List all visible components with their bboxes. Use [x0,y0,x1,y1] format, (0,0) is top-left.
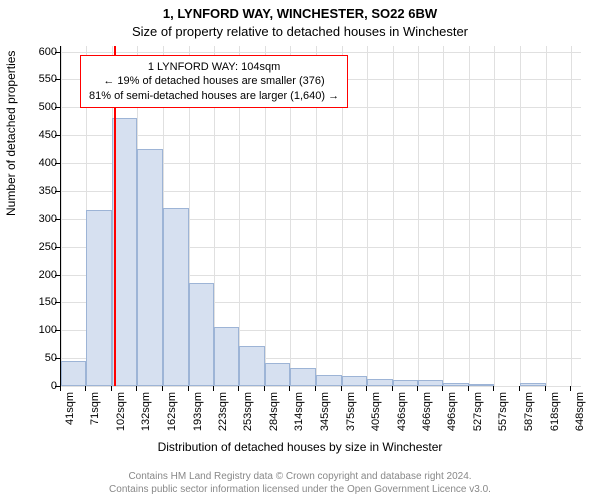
histogram-bar [239,346,265,386]
y-tick-label: 550 [17,73,57,85]
x-tick-mark [493,386,494,391]
y-tick-label: 150 [17,296,57,308]
grid-line-h [61,386,581,387]
grid-line-v [571,46,572,386]
histogram-bar [163,208,189,386]
histogram-bar [469,384,494,386]
grid-line-v [494,46,495,386]
x-tick-label: 405sqm [370,392,382,442]
x-tick-mark [213,386,214,391]
chart-title-desc: Size of property relative to detached ho… [0,24,600,39]
histogram-bar [265,363,290,386]
x-tick-mark [264,386,265,391]
x-tick-label: 253sqm [242,392,254,442]
histogram-bar [393,380,418,386]
y-tick-label: 350 [17,185,57,197]
y-tick-label: 600 [17,46,57,58]
grid-line-h [61,52,581,53]
footer-line2: Contains public sector information licen… [0,483,600,496]
x-tick-mark [60,386,61,391]
x-tick-label: 375sqm [345,392,357,442]
x-tick-mark [468,386,469,391]
x-tick-mark [315,386,316,391]
y-axis-label: Number of detached properties [4,51,18,216]
grid-line-v [367,46,368,386]
histogram-bar [61,361,86,386]
histogram-bar [214,327,239,386]
y-tick-label: 300 [17,213,57,225]
chart-footer: Contains HM Land Registry data © Crown c… [0,470,600,496]
x-tick-mark [289,386,290,391]
grid-line-v [393,46,394,386]
x-tick-mark [85,386,86,391]
grid-line-v [443,46,444,386]
y-tick-label: 450 [17,129,57,141]
histogram-bar [189,283,214,386]
x-tick-label: 345sqm [319,392,331,442]
x-tick-mark [519,386,520,391]
histogram-bar [290,368,316,386]
x-tick-label: 527sqm [472,392,484,442]
grid-line-v [418,46,419,386]
y-tick-label: 400 [17,157,57,169]
histogram-bar [443,383,469,386]
y-tick-label: 200 [17,269,57,281]
x-tick-label: 162sqm [166,392,178,442]
x-tick-label: 193sqm [192,392,204,442]
callout-line3: 81% of semi-detached houses are larger (… [89,89,339,103]
histogram-bar [418,380,443,386]
x-tick-label: 284sqm [268,392,280,442]
x-tick-label: 587sqm [523,392,535,442]
grid-line-v [546,46,547,386]
x-tick-mark [442,386,443,391]
histogram-bar [86,210,112,386]
x-tick-label: 557sqm [497,392,509,442]
x-tick-label: 648sqm [574,392,586,442]
grid-line-v [469,46,470,386]
x-tick-mark [238,386,239,391]
x-tick-mark [136,386,137,391]
x-tick-label: 102sqm [115,392,127,442]
histogram-bar [367,379,393,386]
y-tick-label: 100 [17,324,57,336]
histogram-bar [137,149,162,386]
histogram-bar [342,376,367,386]
y-tick-label: 500 [17,101,57,113]
grid-line-v [520,46,521,386]
y-tick-label: 0 [17,380,57,392]
grid-line-v [61,46,62,386]
x-tick-mark [570,386,571,391]
x-tick-label: 436sqm [396,392,408,442]
y-tick-label: 50 [17,352,57,364]
histogram-bar [520,383,546,386]
x-tick-mark [111,386,112,391]
x-tick-mark [162,386,163,391]
x-axis-label: Distribution of detached houses by size … [0,440,600,454]
x-tick-label: 41sqm [64,392,76,442]
grid-line-h [61,135,581,136]
callout-line2: ← 19% of detached houses are smaller (37… [89,74,339,88]
x-tick-mark [188,386,189,391]
x-tick-mark [341,386,342,391]
y-tick-label: 250 [17,241,57,253]
x-tick-mark [366,386,367,391]
x-tick-label: 314sqm [293,392,305,442]
x-tick-label: 71sqm [89,392,101,442]
x-tick-label: 466sqm [421,392,433,442]
callout-line1: 1 LYNFORD WAY: 104sqm [89,60,339,74]
histogram-bar [316,375,341,386]
x-tick-mark [392,386,393,391]
x-tick-mark [545,386,546,391]
x-tick-mark [417,386,418,391]
x-tick-label: 223sqm [217,392,229,442]
x-tick-label: 618sqm [549,392,561,442]
histogram-bar [112,118,137,386]
property-callout: 1 LYNFORD WAY: 104sqm ← 19% of detached … [80,55,348,108]
chart-title-address: 1, LYNFORD WAY, WINCHESTER, SO22 6BW [0,6,600,21]
x-tick-label: 132sqm [140,392,152,442]
x-tick-label: 496sqm [446,392,458,442]
footer-line1: Contains HM Land Registry data © Crown c… [0,470,600,483]
